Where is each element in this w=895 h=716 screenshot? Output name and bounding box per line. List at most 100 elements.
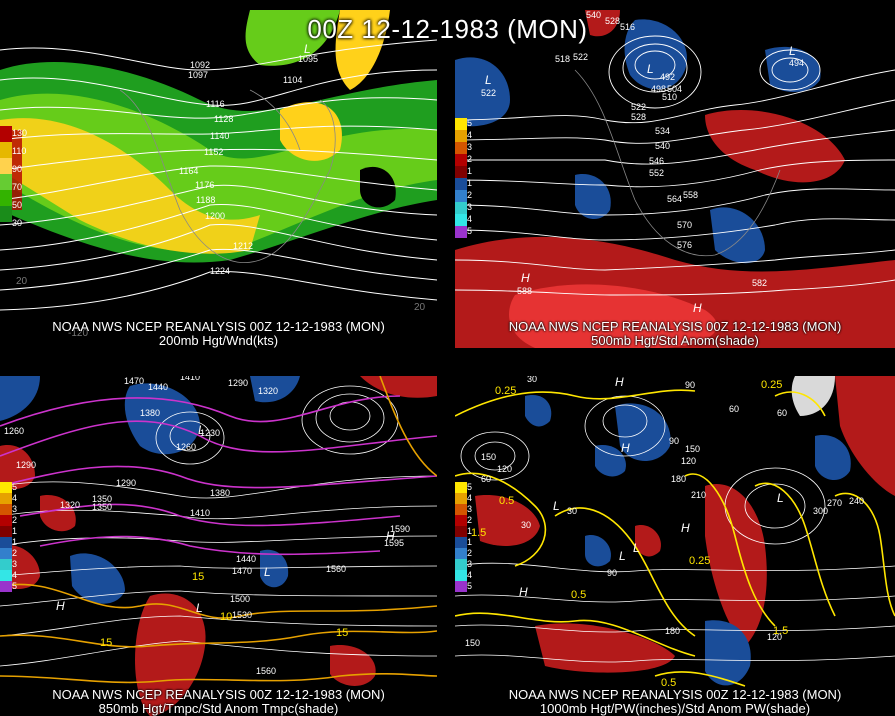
legend-label: 2	[467, 190, 473, 200]
contour-label: 1590	[390, 524, 410, 534]
contour-label: 522	[573, 52, 588, 62]
map-200mb: 1092 1097 1095 1104 1116 1128 1140 1152 …	[0, 10, 437, 348]
page-title: 00Z 12-12-1983 (MON)	[307, 14, 588, 44]
contour-label: 1152	[204, 147, 223, 157]
temp-label: 15	[192, 571, 204, 583]
contour-label: 120	[767, 632, 782, 642]
pw-label: 0.25	[761, 379, 782, 391]
contour-label: 1092	[190, 60, 210, 70]
legend-label: 3	[467, 142, 473, 152]
temp-label: 15	[100, 637, 112, 649]
high-marker: H	[621, 441, 630, 455]
contour-label: 1410	[190, 508, 210, 518]
legend-label: 1	[467, 526, 473, 536]
panel-source: NOAA NWS NCEP REANALYSIS 00Z 12-12-1983 …	[508, 687, 842, 702]
panel-850mb: 1470 1440 1410 1380 1290 1320 1350 1260 …	[0, 376, 437, 716]
panel-caption: 850mb Hgt/Tmpc/Std Anom Tmpc(shade)	[98, 701, 339, 716]
contour-label: 240	[849, 496, 864, 506]
contour-label: 1560	[326, 564, 346, 574]
low-marker: L	[633, 541, 640, 555]
contour-label: 576	[677, 240, 692, 250]
contour-label: 1290	[16, 460, 36, 470]
contour-label: 528	[605, 16, 620, 26]
legend-label: 1	[467, 178, 473, 188]
legend-label: 3	[467, 202, 473, 212]
contour-label: 1530	[232, 610, 252, 620]
high-marker: H	[521, 271, 530, 285]
legend-label: 2	[467, 515, 473, 525]
legend-label: 90	[12, 164, 23, 174]
legend-label: 5	[467, 581, 473, 591]
contour-label: 1290	[228, 378, 248, 388]
high-marker: H	[681, 521, 690, 535]
legend-label: 110	[12, 146, 27, 156]
contour-label: 1440	[148, 382, 168, 392]
panel-caption: 500mb Hgt/Std Anom(shade)	[591, 333, 759, 348]
contour-label: 120	[681, 456, 696, 466]
contour-label: 570	[677, 220, 692, 230]
contour-label: 510	[662, 92, 677, 102]
pw-label: 0.5	[661, 677, 676, 689]
contour-label: 1290	[116, 478, 136, 488]
contour-label: 1260	[176, 442, 196, 452]
high-marker: H	[56, 599, 65, 613]
contour-label: 540	[586, 10, 601, 20]
contour-label: 1188	[196, 195, 215, 205]
contour-label: 300	[813, 506, 828, 516]
panel-500mb: 540 528 516 522 518 510 498 504 492 522 …	[455, 10, 895, 348]
high-marker: H	[615, 376, 624, 389]
contour-label: 30	[567, 506, 577, 516]
contour-label: 180	[665, 626, 680, 636]
legend-label: 1	[12, 526, 18, 536]
legend-label: 30	[12, 218, 23, 228]
legend-label: 5	[12, 581, 18, 591]
contour-label: 90	[607, 568, 617, 578]
low-marker: L	[789, 44, 796, 58]
legend-label: 3	[12, 504, 18, 514]
contour-label: 60	[777, 408, 787, 418]
contour-label: 30	[521, 520, 531, 530]
panel-200mb: 1092 1097 1095 1104 1116 1128 1140 1152 …	[0, 10, 437, 348]
legend-label: 1	[467, 166, 473, 176]
contour-label: 1200	[205, 211, 225, 221]
legend-200mb: 130 110 90 70 50 30	[0, 126, 30, 228]
contour-label: 90	[669, 436, 679, 446]
map-500mb: 540 528 516 522 518 510 498 504 492 522 …	[455, 10, 895, 348]
high-value: 588	[517, 286, 532, 296]
low-marker: L	[304, 42, 311, 56]
map-850mb: 1470 1440 1410 1380 1290 1320 1350 1260 …	[0, 376, 437, 716]
legend-label: 4	[12, 570, 18, 580]
panel-source: NOAA NWS NCEP REANALYSIS 00Z 12-12-1983 …	[52, 687, 385, 702]
contour-label: 1140	[210, 131, 229, 141]
temp-label: 15	[336, 627, 348, 639]
low-marker: L	[553, 499, 560, 513]
contour-label: 60	[481, 474, 491, 484]
contour-label: 1560	[256, 666, 276, 676]
contour-label: 534	[655, 126, 670, 136]
contour-label: 492	[660, 72, 675, 82]
low-marker: L	[647, 62, 654, 76]
contour-label: 1500	[230, 594, 250, 604]
low-marker: L	[264, 565, 271, 579]
legend-label: 130	[12, 128, 28, 138]
contour-label: 518	[555, 54, 570, 64]
axis-tick: -120	[68, 328, 88, 339]
contour-label: 1176	[195, 180, 214, 190]
contour-label: 1212	[233, 241, 253, 251]
contour-label: 558	[683, 190, 698, 200]
contour-label: 210	[691, 490, 706, 500]
contour-label: 1230	[200, 428, 220, 438]
legend-label: 1	[12, 537, 18, 547]
contour-label: 150	[685, 444, 700, 454]
contour-label: 1320	[258, 386, 278, 396]
contour-label: 528	[631, 112, 646, 122]
pw-label: 1.5	[773, 625, 788, 637]
legend-label: 70	[12, 182, 23, 192]
pw-label: 1.5	[471, 527, 486, 539]
legend-label: 4	[467, 570, 473, 580]
panel-caption: 200mb Hgt/Wnd(kts)	[158, 333, 279, 348]
temp-label: 10	[220, 611, 232, 623]
contour-label: 1104	[283, 75, 302, 85]
legend-1000mb: 5 4 3 2 1 1 2 3 4 5	[455, 482, 485, 592]
legend-label: 5	[12, 482, 18, 492]
